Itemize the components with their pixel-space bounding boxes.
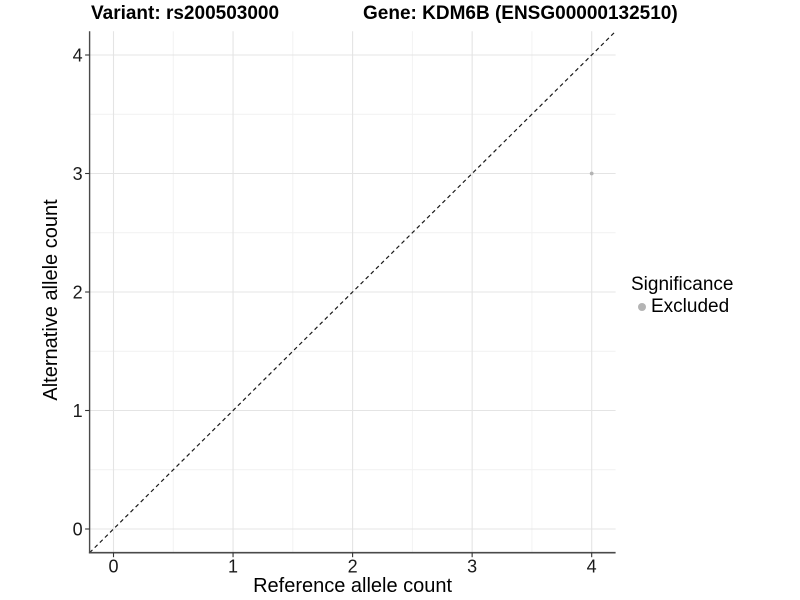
- legend-title: Significance: [631, 274, 734, 295]
- x-tick-label: 1: [228, 557, 238, 577]
- excluded-point-icon: [638, 302, 646, 311]
- data-point: [589, 171, 594, 176]
- legend-item-label: Excluded: [651, 296, 730, 317]
- legend-key: [633, 298, 651, 316]
- y-tick-label: 0: [73, 519, 83, 539]
- y-tick-label: 3: [73, 164, 83, 184]
- y-tick-label: 2: [73, 282, 83, 302]
- x-tick-label: 3: [467, 557, 477, 577]
- legend-item-excluded: Excluded: [631, 297, 733, 316]
- x-axis-title: Reference allele count: [253, 575, 452, 597]
- y-tick-label: 1: [73, 401, 83, 421]
- identity-reference-line: [89, 30, 617, 554]
- y-tick-label: 4: [73, 45, 83, 65]
- x-tick-label: 2: [348, 557, 358, 577]
- x-tick-label: 4: [587, 557, 597, 577]
- plot-title-gene: Gene: KDM6B (ENSG00000132510): [363, 3, 678, 24]
- legend: Significance Excluded: [631, 275, 733, 316]
- y-axis-title: Alternative allele count: [40, 199, 62, 401]
- x-tick-label: 0: [109, 557, 119, 577]
- plot-title-variant: Variant: rs200503000: [91, 3, 280, 24]
